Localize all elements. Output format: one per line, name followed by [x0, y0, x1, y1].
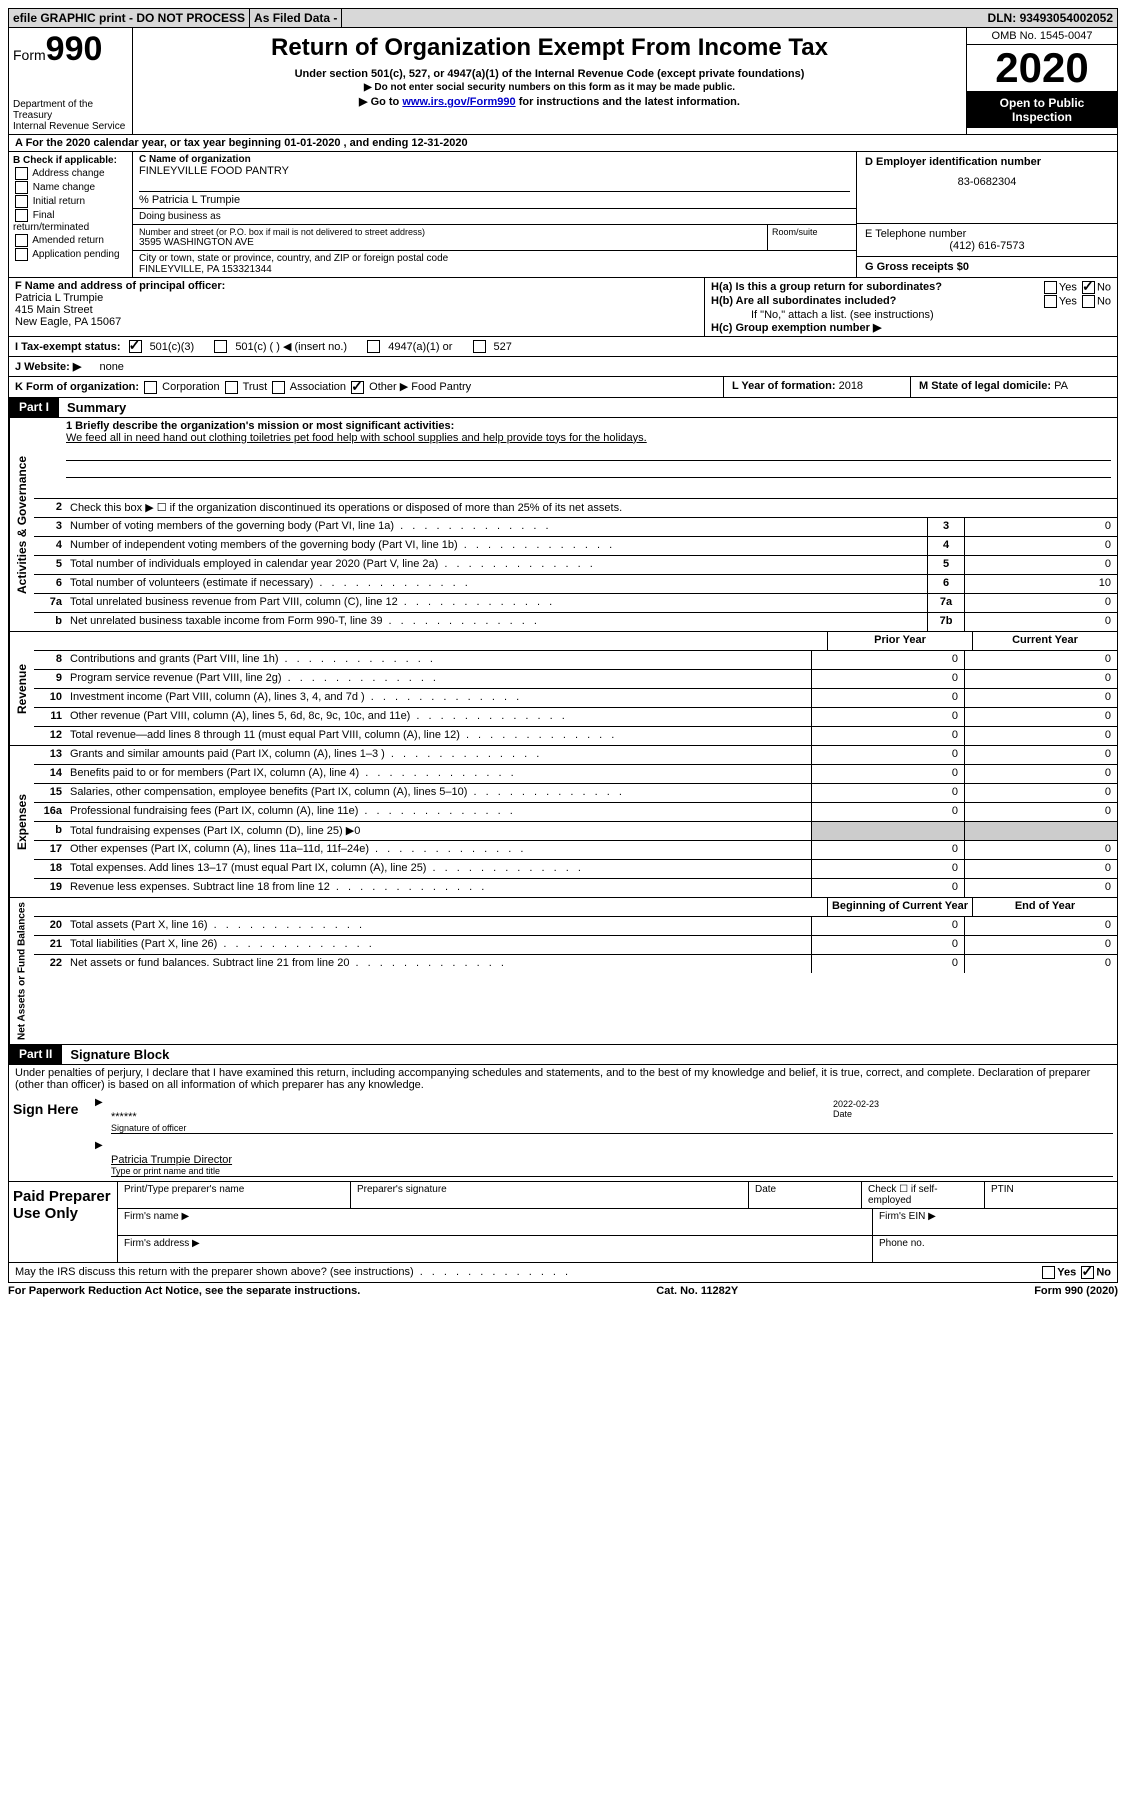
- discuss-no[interactable]: [1081, 1266, 1094, 1279]
- netassets-section: Net Assets or Fund Balances Beginning of…: [8, 898, 1118, 1045]
- gov-line: 5Total number of individuals employed in…: [34, 556, 1117, 575]
- open-to-public: Open to Public Inspection: [967, 92, 1117, 128]
- gov-line: 6Total number of volunteers (estimate if…: [34, 575, 1117, 594]
- org-city: FINLEYVILLE, PA 153321344: [139, 264, 850, 275]
- tax-year: 2020: [967, 45, 1117, 92]
- dln: DLN: 93493054002052: [984, 9, 1117, 27]
- topbar-spacer: [342, 16, 983, 20]
- part1-header-row: Part I Summary: [8, 398, 1118, 418]
- paid-preparer: Paid Preparer Use Only Print/Type prepar…: [8, 1182, 1118, 1263]
- row-a-period: A For the 2020 calendar year, or tax yea…: [8, 135, 1118, 152]
- section-d: D Employer identification number 83-0682…: [856, 152, 1117, 277]
- exp-line: 15Salaries, other compensation, employee…: [34, 784, 1117, 803]
- net-line: 20Total assets (Part X, line 16)00: [34, 917, 1117, 936]
- exp-line: 17Other expenses (Part IX, column (A), l…: [34, 841, 1117, 860]
- gov-line: 4Number of independent voting members of…: [34, 537, 1117, 556]
- org-name: FINLEYVILLE FOOD PANTRY: [139, 165, 850, 177]
- exp-line: 14Benefits paid to or for members (Part …: [34, 765, 1117, 784]
- i-501c3[interactable]: [129, 340, 142, 353]
- top-bar: efile GRAPHIC print - DO NOT PROCESS As …: [8, 8, 1118, 28]
- hb-no[interactable]: [1082, 295, 1095, 308]
- k-assoc[interactable]: [272, 381, 285, 394]
- checkbox-final-return[interactable]: [15, 209, 28, 222]
- page-footer: For Paperwork Reduction Act Notice, see …: [8, 1283, 1118, 1299]
- omb-number: OMB No. 1545-0047: [967, 28, 1117, 45]
- asfiled-label: As Filed Data -: [250, 9, 342, 27]
- section-bcd: B Check if applicable: Address change Na…: [8, 152, 1118, 278]
- exp-line: 16aProfessional fundraising fees (Part I…: [34, 803, 1117, 822]
- checkbox-name-change[interactable]: [15, 181, 28, 194]
- phone: (412) 616-7573: [865, 240, 1109, 252]
- section-c: C Name of organization FINLEYVILLE FOOD …: [133, 152, 856, 277]
- section-j: J Website: ▶ none: [8, 357, 1118, 377]
- header-title-area: Return of Organization Exempt From Incom…: [133, 28, 966, 134]
- net-line: 22Net assets or fund balances. Subtract …: [34, 955, 1117, 973]
- expenses-section: Expenses 13Grants and similar amounts pa…: [8, 746, 1118, 898]
- part1-badge: Part I: [9, 398, 59, 417]
- section-h: H(a) Is this a group return for subordin…: [705, 278, 1117, 336]
- irs-link-line: ▶ Go to www.irs.gov/Form990 for instruct…: [137, 95, 962, 108]
- gov-line: 3Number of voting members of the governi…: [34, 518, 1117, 537]
- exp-line: bTotal fundraising expenses (Part IX, co…: [34, 822, 1117, 841]
- i-501c[interactable]: [214, 340, 227, 353]
- k-corp[interactable]: [144, 381, 157, 394]
- form-title: Return of Organization Exempt From Incom…: [137, 34, 962, 62]
- ha-no[interactable]: [1082, 281, 1095, 294]
- ein: 83-0682304: [865, 176, 1109, 188]
- i-4947[interactable]: [367, 340, 380, 353]
- rev-line: 12Total revenue—add lines 8 through 11 (…: [34, 727, 1117, 745]
- checkbox-amended[interactable]: [15, 234, 28, 247]
- exp-line: 13Grants and similar amounts paid (Part …: [34, 746, 1117, 765]
- part2-header-row: Part II Signature Block: [8, 1045, 1118, 1065]
- rev-line: 9Program service revenue (Part VIII, lin…: [34, 670, 1117, 689]
- section-klm: K Form of organization: Corporation Trus…: [8, 377, 1118, 398]
- governance-section: Activities & Governance 1 Briefly descri…: [8, 418, 1118, 632]
- mission-text: We feed all in need hand out clothing to…: [66, 432, 647, 444]
- website: none: [99, 361, 123, 373]
- rev-line: 8Contributions and grants (Part VIII, li…: [34, 651, 1117, 670]
- org-address: 3595 WASHINGTON AVE: [139, 237, 761, 248]
- section-fh: F Name and address of principal officer:…: [8, 278, 1118, 337]
- revenue-section: Revenue Prior Year Current Year 8Contrib…: [8, 632, 1118, 746]
- section-i: I Tax-exempt status: 501(c)(3) 501(c) ( …: [8, 337, 1118, 357]
- exp-line: 18Total expenses. Add lines 13–17 (must …: [34, 860, 1117, 879]
- gov-line: bNet unrelated business taxable income f…: [34, 613, 1117, 631]
- checkbox-initial-return[interactable]: [15, 195, 28, 208]
- header-left: Form990 Department of the Treasury Inter…: [9, 28, 133, 134]
- rev-line: 10Investment income (Part VIII, column (…: [34, 689, 1117, 708]
- gross-receipts: 0: [963, 261, 969, 273]
- hb-yes[interactable]: [1044, 295, 1057, 308]
- ha-yes[interactable]: [1044, 281, 1057, 294]
- section-f: F Name and address of principal officer:…: [9, 278, 705, 336]
- i-527[interactable]: [473, 340, 486, 353]
- header-right: OMB No. 1545-0047 2020 Open to Public In…: [966, 28, 1117, 134]
- form-header: Form990 Department of the Treasury Inter…: [8, 28, 1118, 135]
- checkbox-application-pending[interactable]: [15, 248, 28, 261]
- k-trust[interactable]: [225, 381, 238, 394]
- exp-line: 19Revenue less expenses. Subtract line 1…: [34, 879, 1117, 897]
- efile-label: efile GRAPHIC print - DO NOT PROCESS: [9, 9, 250, 27]
- footer-question: May the IRS discuss this return with the…: [8, 1263, 1118, 1283]
- section-b: B Check if applicable: Address change Na…: [9, 152, 133, 277]
- rev-line: 11Other revenue (Part VIII, column (A), …: [34, 708, 1117, 727]
- k-other[interactable]: [351, 381, 364, 394]
- signature-block: Under penalties of perjury, I declare th…: [8, 1065, 1118, 1182]
- part2-badge: Part II: [9, 1045, 62, 1064]
- irs-link[interactable]: www.irs.gov/Form990: [402, 96, 515, 108]
- checkbox-address-change[interactable]: [15, 167, 28, 180]
- net-line: 21Total liabilities (Part X, line 26)00: [34, 936, 1117, 955]
- gov-line: 7aTotal unrelated business revenue from …: [34, 594, 1117, 613]
- discuss-yes[interactable]: [1042, 1266, 1055, 1279]
